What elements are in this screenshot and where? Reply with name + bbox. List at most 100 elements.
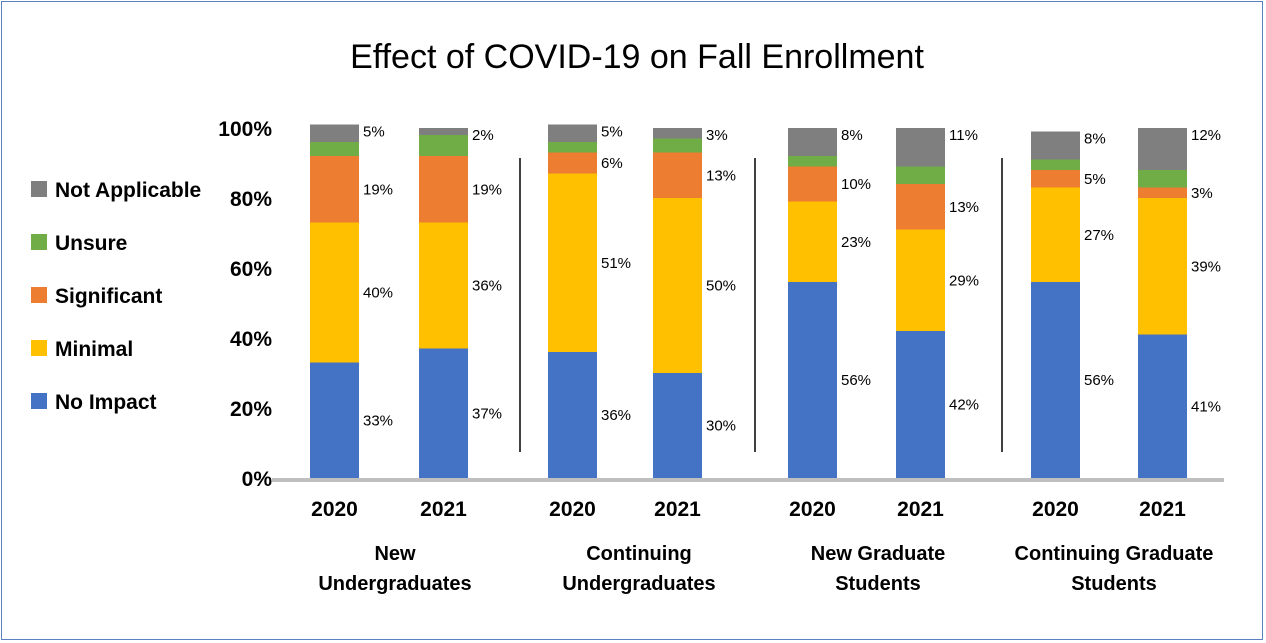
bar-segment bbox=[896, 184, 945, 230]
data-label: 23% bbox=[841, 234, 871, 251]
data-label: 37% bbox=[472, 405, 502, 422]
y-tick-label: 100% bbox=[218, 118, 272, 141]
data-label: 39% bbox=[1191, 258, 1221, 275]
legend: Not Applicable Unsure Significant Minimal No… bbox=[31, 179, 201, 414]
group-separators bbox=[519, 158, 1003, 452]
y-tick-label: 80% bbox=[230, 188, 272, 211]
x-tick-label: 2021 bbox=[654, 498, 701, 521]
bar-segment bbox=[548, 352, 597, 478]
bar-segment bbox=[1031, 131, 1080, 160]
bar-segment bbox=[419, 222, 468, 349]
data-label: 56% bbox=[1084, 372, 1114, 389]
group-label: Students bbox=[835, 573, 921, 595]
bar-segment bbox=[1031, 187, 1080, 282]
legend-swatch bbox=[31, 181, 47, 197]
bar-segment bbox=[788, 282, 837, 478]
bar-segment bbox=[653, 128, 702, 139]
y-axis: 0% 20% 40% 60% 80% 100% bbox=[218, 118, 272, 491]
data-label: 51% bbox=[601, 255, 631, 272]
y-tick-label: 40% bbox=[230, 328, 272, 351]
bar-segment bbox=[310, 362, 359, 478]
data-label: 6% bbox=[601, 155, 623, 172]
bar-segment bbox=[1031, 170, 1080, 188]
data-label: 3% bbox=[1191, 185, 1213, 202]
bar-segment bbox=[653, 373, 702, 478]
data-label: 50% bbox=[706, 278, 736, 295]
group-label: Continuing bbox=[586, 543, 692, 565]
bar-segment bbox=[1031, 159, 1080, 170]
x-tick-label: 2021 bbox=[1139, 498, 1186, 521]
bar-segment bbox=[310, 124, 359, 142]
data-label: 42% bbox=[949, 397, 979, 414]
group-label: New Graduate bbox=[811, 543, 945, 565]
bar-segment bbox=[548, 173, 597, 352]
bar-segment bbox=[1138, 198, 1187, 335]
bar-segment bbox=[1138, 128, 1187, 170]
data-label: 11% bbox=[949, 127, 978, 144]
bar-segment bbox=[788, 201, 837, 282]
bar-segment bbox=[896, 331, 945, 478]
data-label: 36% bbox=[601, 407, 631, 424]
y-tick-label: 0% bbox=[242, 468, 273, 491]
data-label: 36% bbox=[472, 278, 502, 295]
bar-segment bbox=[788, 156, 837, 167]
data-label: 13% bbox=[706, 167, 736, 184]
data-label: 5% bbox=[1084, 171, 1106, 188]
data-label: 56% bbox=[841, 372, 871, 389]
bar-segment bbox=[896, 166, 945, 184]
legend-swatch bbox=[31, 234, 47, 250]
data-label: 5% bbox=[601, 124, 623, 141]
bar-segment bbox=[653, 138, 702, 153]
legend-swatch bbox=[31, 340, 47, 356]
legend-label: Minimal bbox=[55, 338, 133, 361]
data-label: 41% bbox=[1191, 398, 1221, 415]
data-label: 27% bbox=[1084, 227, 1114, 244]
legend-label: Unsure bbox=[55, 232, 127, 255]
data-label: 12% bbox=[1191, 127, 1221, 144]
bar-segment bbox=[419, 156, 468, 223]
bar-segment bbox=[419, 348, 468, 478]
x-tick-label: 2020 bbox=[1032, 498, 1079, 521]
data-label: 29% bbox=[949, 272, 979, 289]
bar-segment bbox=[1138, 187, 1187, 198]
bar-segment bbox=[653, 198, 702, 373]
group-label: Continuing Graduate bbox=[1015, 543, 1214, 565]
bar-segment bbox=[310, 222, 359, 363]
bar-segment bbox=[896, 229, 945, 331]
x-tick-label: 2021 bbox=[420, 498, 467, 521]
y-tick-label: 60% bbox=[230, 258, 272, 281]
data-label: 30% bbox=[706, 418, 736, 435]
data-label: 13% bbox=[949, 199, 979, 216]
x-tick-label: 2020 bbox=[549, 498, 596, 521]
bar-segment bbox=[310, 156, 359, 223]
x-tick-label: 2020 bbox=[311, 498, 358, 521]
data-label: 8% bbox=[841, 127, 863, 144]
legend-label: Not Applicable bbox=[55, 179, 201, 202]
bar-segment bbox=[548, 152, 597, 174]
bar-segment bbox=[896, 128, 945, 167]
data-label: 2% bbox=[472, 127, 494, 144]
bar-segment bbox=[310, 142, 359, 156]
bar-segment bbox=[1138, 334, 1187, 478]
x-tick-label: 2021 bbox=[897, 498, 944, 521]
x-tick-label: 2020 bbox=[789, 498, 836, 521]
data-label: 10% bbox=[841, 176, 871, 193]
group-label: Students bbox=[1071, 573, 1157, 595]
bar-segment bbox=[1031, 282, 1080, 478]
bar-segment bbox=[1138, 170, 1187, 188]
legend-swatch bbox=[31, 287, 47, 303]
bar-segment bbox=[548, 142, 597, 153]
bar-segment bbox=[653, 152, 702, 198]
data-label: 3% bbox=[706, 127, 728, 144]
data-label: 8% bbox=[1084, 131, 1106, 148]
data-label: 19% bbox=[472, 181, 502, 198]
data-label: 19% bbox=[363, 181, 393, 198]
legend-label: Significant bbox=[55, 285, 162, 308]
bar-segment bbox=[419, 128, 468, 135]
chart-title: Effect of COVID-19 on Fall Enrollment bbox=[350, 38, 924, 76]
group-label: Undergraduates bbox=[318, 573, 471, 595]
data-label: 5% bbox=[363, 124, 385, 141]
